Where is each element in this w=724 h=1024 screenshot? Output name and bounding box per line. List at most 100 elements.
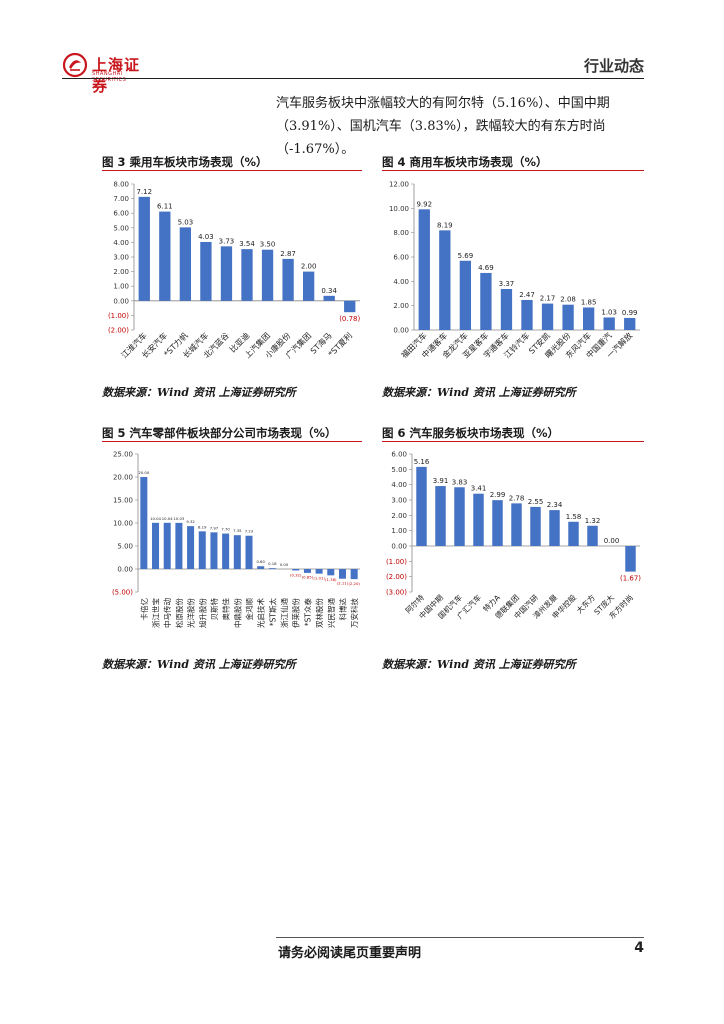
y-tick-label: (2.00) [108,327,129,335]
y-tick-label: 4.00 [393,278,409,286]
bar [480,272,492,330]
y-tick-label: 4.00 [391,481,407,489]
y-tick-label: 0.00 [391,543,407,551]
y-tick-label: 7.00 [113,195,129,203]
chart-commercial-vehicles: 12.0010.008.006.004.002.000.009.92福田汽车8.… [389,181,640,360]
bar [200,241,212,301]
footer-divider [276,937,644,938]
y-tick-label: 6.00 [391,451,407,459]
y-tick-label: 5.00 [117,543,133,551]
data-label: 7.70 [221,527,230,532]
data-label: 2.34 [547,501,563,509]
y-tick-label: 1.00 [391,527,407,535]
data-label: 2.17 [540,295,556,303]
category-label: 浙江仙通 [279,598,289,628]
y-tick-label: 0.00 [393,327,409,335]
figure-3-title: 图 3 乘用车板块市场表现（%） [102,155,268,169]
y-tick-label: (3.00) [386,589,407,597]
bar [268,568,276,569]
data-label: 0.18 [268,561,277,566]
logo-emblem-icon [62,52,88,78]
bar [323,295,335,301]
y-tick-label: 15.00 [113,497,133,505]
chart-auto-services: 6.00 5.00 4.00 3.00 2.00 1.00 0.00 (1.00) (2.00)… [386,451,641,621]
y-tick-label: 10.00 [389,205,409,213]
data-label: 0.00 [280,562,289,567]
bar [241,249,253,301]
bar [541,303,554,330]
category-label: 浙江世宝 [151,598,161,628]
header-divider [62,78,644,79]
company-logo: 上海证券 SHANGHAI SECURITIES [62,50,152,95]
bar [344,300,356,313]
data-label: 1.32 [585,517,601,525]
bar [302,271,315,301]
y-tick-label: 0.00 [117,566,133,574]
data-label: 0.99 [622,309,638,317]
figure-3-source: 数据来源：Wind 资讯 上海证券研究所 [102,386,296,399]
y-tick-label: 3.00 [113,254,129,262]
bar [473,493,484,546]
bar [159,211,171,301]
figure-4-rule [382,170,644,171]
bar [416,466,427,546]
bar [568,521,579,546]
data-label: 2.99 [490,491,506,499]
bar [603,317,615,330]
bar [418,209,430,330]
figure-6-rule [382,441,644,442]
bar [549,510,560,546]
data-label: 20.00 [138,470,149,475]
bar [327,569,335,576]
y-tick-label: 8.00 [393,229,409,237]
chart-passenger-vehicles: 8.00 7.00 6.00 5.00 4.00 3.00 2.00 1.00 0.00 (1.0… [108,181,361,361]
figure-6-title: 图 6 汽车服务板块市场表现（%） [382,426,560,440]
data-label: 2.00 [301,263,317,271]
bar [175,522,183,569]
data-label: (0.32) [290,572,302,577]
y-tick-label: 20.00 [113,474,133,482]
data-label: 7.97 [210,525,219,530]
bar [261,249,274,301]
data-label: 2.08 [560,296,576,304]
footer-disclaimer: 请务必阅读尾页重要声明 [278,946,422,961]
data-label: (2.11) [337,581,349,586]
data-label: 10.04 [162,516,173,521]
data-label: 5.03 [178,218,194,226]
y-tick-label: (1.00) [108,312,129,320]
bar [257,566,265,569]
bar [587,525,598,546]
bar [530,506,541,546]
data-label: 3.54 [239,240,255,248]
figure-4-title: 图 4 商用车板块市场表现（%） [382,155,548,169]
category-label: 奥特佳 [221,598,231,621]
y-tick-label: (2.00) [386,573,407,581]
category-label: 伊莱股份 [291,598,301,628]
y-tick-label: 10.00 [113,520,133,528]
data-label: (2.20) [348,581,360,586]
y-tick-label: 4.00 [113,239,129,247]
data-label: 5.16 [414,458,430,466]
bar [222,533,230,569]
data-label: 10.03 [173,516,184,521]
data-label: 3.50 [260,241,276,249]
y-tick-label: 2.00 [393,302,409,310]
y-tick-label: 3.00 [391,497,407,505]
data-label: 3.37 [499,280,515,288]
bar [492,500,503,546]
data-label: 7.12 [136,188,152,196]
category-label: 中马传动 [162,598,172,628]
category-label: 旭升股份 [197,598,207,628]
bar [152,522,160,569]
figure-6-source: 数据来源：Wind 资讯 上海证券研究所 [382,658,576,671]
bar [315,569,323,574]
y-tick-label: 12.00 [389,181,409,189]
bar [624,317,636,330]
data-label: 10.04 [150,516,161,521]
y-tick-label: 5.00 [113,224,129,232]
section-tag: 行业动态 [583,57,644,75]
data-label: 5.69 [458,252,474,260]
y-tick-label: (5.00) [112,589,133,597]
bar [521,299,533,330]
bar [303,569,311,573]
